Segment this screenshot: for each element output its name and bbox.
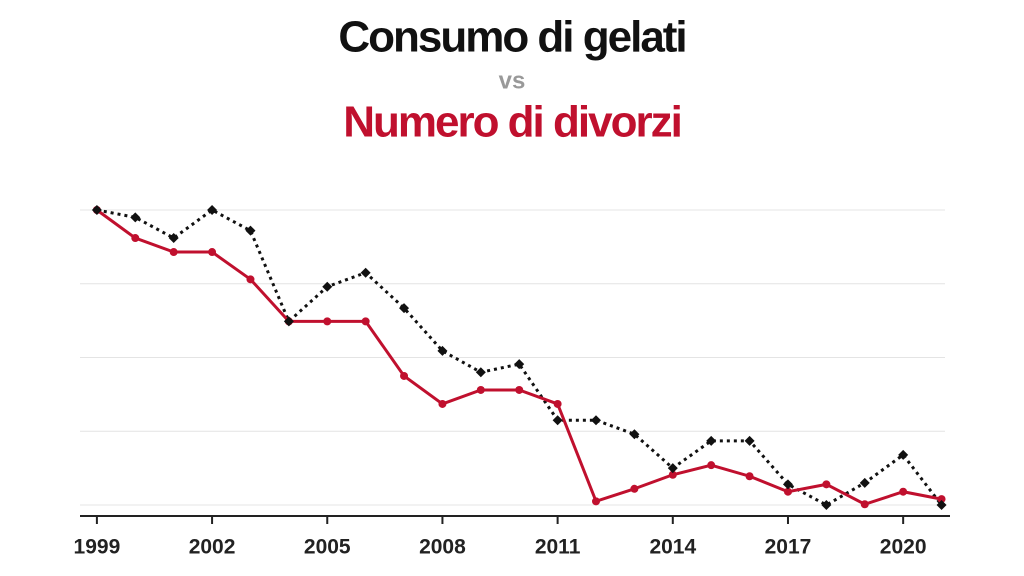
point <box>936 500 947 510</box>
chart-title-2: Numero di divorzi <box>343 98 681 147</box>
point <box>208 248 217 257</box>
point <box>323 317 332 326</box>
x-tick-label: 2008 <box>419 536 466 559</box>
point <box>668 470 677 479</box>
x-tick-label: 2011 <box>535 536 581 559</box>
x-tick-label: 2020 <box>880 536 927 559</box>
point <box>667 463 678 474</box>
point <box>360 267 371 278</box>
point <box>822 480 831 489</box>
point <box>706 435 717 446</box>
x-tick-label: 1999 <box>74 536 121 559</box>
point <box>399 303 410 314</box>
point <box>592 497 601 506</box>
x-tick-label: 2017 <box>765 536 812 559</box>
point <box>630 484 639 493</box>
point <box>744 435 755 446</box>
point <box>169 248 178 257</box>
point <box>821 500 832 510</box>
point <box>899 487 908 496</box>
point <box>552 415 563 426</box>
point <box>707 461 716 470</box>
point <box>131 234 140 243</box>
point <box>400 371 409 380</box>
point <box>168 233 179 244</box>
point <box>476 385 485 394</box>
point <box>475 367 486 378</box>
x-tick-label: 2005 <box>304 536 351 559</box>
point <box>591 415 602 426</box>
point <box>898 449 909 460</box>
point <box>91 205 102 215</box>
point <box>245 225 256 236</box>
point <box>783 487 792 496</box>
grid: 1999 2002 2005 2008 2011 2014 2017 2020 <box>74 209 950 559</box>
point <box>322 281 333 292</box>
point <box>745 472 754 481</box>
point <box>437 345 448 356</box>
chart-subtitle: vs <box>499 67 526 94</box>
chart-title: Consumo di gelati <box>338 13 685 62</box>
point <box>515 385 524 394</box>
point <box>246 275 255 284</box>
point <box>361 317 370 326</box>
x-tick-label: 2014 <box>649 536 696 559</box>
point <box>553 399 562 408</box>
point <box>283 316 294 327</box>
point <box>782 479 793 490</box>
point <box>207 205 218 215</box>
plot <box>91 205 947 510</box>
point <box>937 495 946 504</box>
point <box>629 429 640 440</box>
point <box>860 500 869 509</box>
point <box>859 477 870 488</box>
x-tick-label: 2002 <box>189 536 236 559</box>
point <box>438 399 447 408</box>
point <box>130 212 141 223</box>
point <box>514 359 525 370</box>
